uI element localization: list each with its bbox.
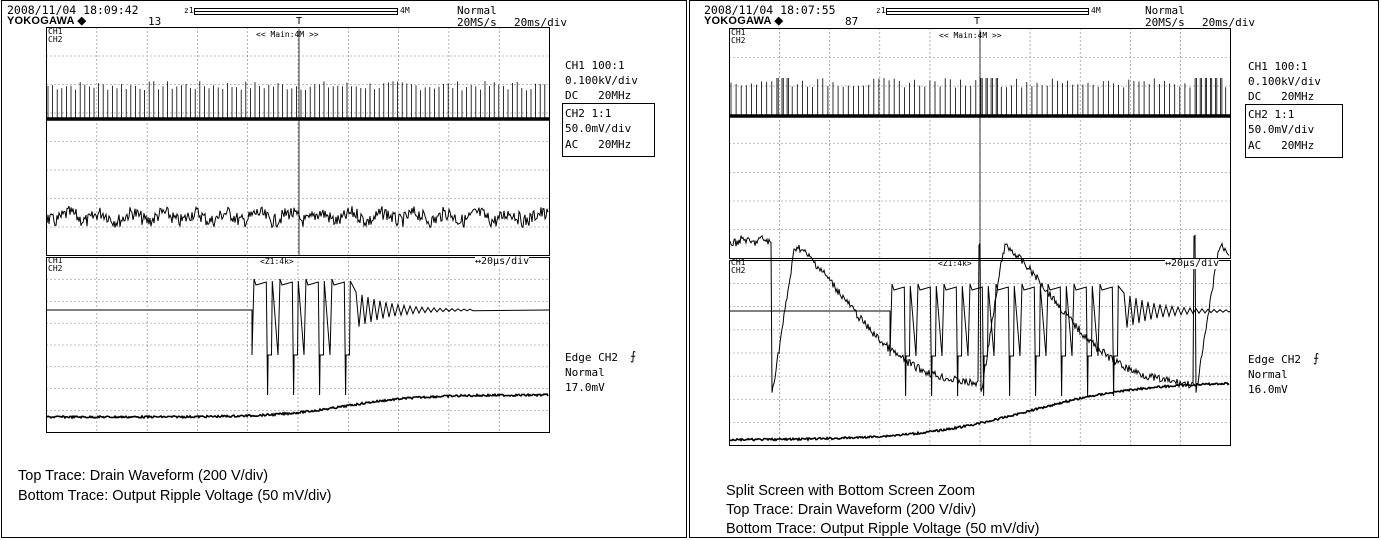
main-ch2-label: CH2 <box>48 35 63 44</box>
ch2-name: CH2 1:1 <box>1248 108 1295 121</box>
caption-line-1: Top Trace: Drain Waveform (200 V/div) <box>18 468 269 484</box>
ch1-coupling: DC 20MHz <box>1248 90 1315 103</box>
ch1-main-pulses <box>47 81 546 119</box>
time-div: 20ms/div <box>514 16 567 29</box>
sample-rate: 20MS/s <box>1145 16 1185 29</box>
main-window-label: << Main:4M >> <box>256 30 319 39</box>
sample-rate: 20MS/s <box>457 16 497 29</box>
left-scope-panel: 2008/11/04 18:09:42 YOKOGAWA ◆ 13 z1 4M … <box>1 0 687 538</box>
ch2-zoom-ripple <box>730 381 1230 443</box>
acq-count: 87 <box>845 15 859 28</box>
main-ch2-label: CH2 <box>731 36 746 45</box>
ch1-zoom-burst <box>47 278 550 396</box>
caption-line-1: Split Screen with Bottom Screen Zoom <box>726 483 976 499</box>
trigger-position-icon: T <box>974 16 981 27</box>
main-ch1-label: CH1 <box>731 28 746 37</box>
record-length: 4M <box>1091 6 1101 15</box>
ch2-coupling: AC 20MHz <box>565 138 632 151</box>
zoom-time-div: ↔20μs/div <box>1165 258 1220 269</box>
brand-label: YOKOGAWA ◆ <box>7 15 87 27</box>
ch1-coupling: DC 20MHz <box>565 89 632 102</box>
waveform-svg: ⏚ <box>729 28 1231 446</box>
zoom-time-div: ↔20μs/div <box>475 256 530 267</box>
zoom-marker-label: z1 <box>876 6 886 15</box>
trigger-position-icon: T <box>296 16 303 27</box>
ch2-settings-box <box>562 103 655 157</box>
ch2-main-trace <box>729 234 1230 393</box>
record-length: 4M <box>400 6 410 15</box>
zoom-ch2-label: CH2 <box>731 266 746 275</box>
ch1-name: CH1 100:1 <box>1248 60 1308 73</box>
caption-line-2: Top Trace: Drain Waveform (200 V/div) <box>726 502 977 518</box>
caption-line-3: Bottom Trace: Output Ripple Voltage (50 … <box>726 521 1040 537</box>
main-ch1-label: CH1 <box>48 27 63 36</box>
ch1-scale: 0.100kV/div <box>565 74 638 87</box>
ch2-zoom-ripple <box>46 392 549 420</box>
ch1-main-pulses <box>730 78 1227 116</box>
ch1-zoom-burst <box>730 283 1231 397</box>
caption-line-2: Bottom Trace: Output Ripple Voltage (50 … <box>18 488 332 504</box>
zoom-window-label: <Z1:4k> <box>938 259 972 268</box>
ch2-settings-box <box>1245 104 1343 158</box>
trigger-mode: Normal <box>1145 4 1185 17</box>
ch2-coupling: AC 20MHz <box>1248 139 1315 152</box>
ch2-scale: 50.0mV/div <box>565 122 632 135</box>
waveform-svg: ⏚ <box>46 27 550 433</box>
trigger-source: Edge CH2 <box>565 351 618 364</box>
ch2-scale: 50.0mV/div <box>1248 123 1315 136</box>
zoom-ch1-label: CH1 <box>48 256 63 265</box>
zoom-marker-label: z1 <box>184 6 194 15</box>
zoom-window-label: <Z1:4k> <box>260 257 294 266</box>
record-position-bar <box>194 8 398 15</box>
trigger-level: 16.0mV <box>1248 383 1288 396</box>
ch2-main-trace <box>46 205 549 229</box>
trigger-source: Edge CH2 <box>1248 353 1301 366</box>
record-position-bar <box>886 8 1089 15</box>
time-div: 20ms/div <box>1202 16 1255 29</box>
trigger-mode: Normal <box>457 4 497 17</box>
acq-count: 13 <box>148 15 162 28</box>
trigger-level: 17.0mV <box>565 381 605 394</box>
brand-label: YOKOGAWA ◆ <box>704 15 784 27</box>
ch1-scale: 0.100kV/div <box>1248 75 1321 88</box>
zoom-ch1-label: CH1 <box>731 258 746 267</box>
main-window-label: << Main:4M >> <box>939 31 1002 40</box>
rising-edge-icon: ⨍ <box>630 349 637 363</box>
trigger-mode-side: Normal <box>565 366 605 379</box>
trigger-mode-side: Normal <box>1248 368 1288 381</box>
right-scope-panel: 2008/11/04 18:07:55 YOKOGAWA ◆ 87 z1 4M … <box>689 0 1379 538</box>
timestamp: 2008/11/04 18:09:42 <box>7 3 139 17</box>
scope-screen: ⏚ <box>46 27 550 433</box>
rising-edge-icon: ⨍ <box>1313 351 1320 365</box>
scope-screen: ⏚ <box>729 28 1231 446</box>
zoom-ch2-label: CH2 <box>48 264 63 273</box>
ch2-name: CH2 1:1 <box>565 107 612 120</box>
ch1-name: CH1 100:1 <box>565 59 625 72</box>
timestamp: 2008/11/04 18:07:55 <box>704 3 836 17</box>
